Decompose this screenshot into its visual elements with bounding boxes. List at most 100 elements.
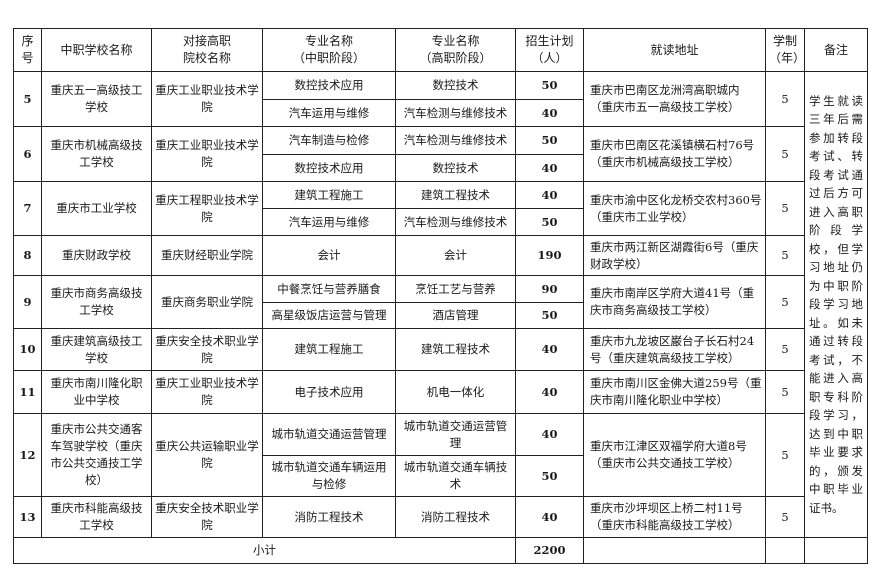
college-name-cell: 重庆商务职业学院 [151, 275, 263, 329]
address-cell: 重庆市两江新区湖霞街6号（重庆财政学校） [583, 235, 766, 276]
major-high-cell: 城市轨道交通车辆技术 [395, 455, 516, 497]
enrollment-plan-cell: 40 [515, 99, 584, 127]
table-row: 13 重庆市科能高级技工学校 重庆安全技术职业学院 消防工程技术 消防工程技术 40 重庆市… [13, 496, 868, 538]
column-header-remark: 备注 [804, 28, 868, 72]
school-name-cell: 重庆市商务高级技工学校 [41, 275, 152, 329]
enrollment-table: 序号中职学校名称 对接高职 院校名称 专业名称 （中职阶段） 专业名称 （高职阶段） 招生计划… [13, 28, 868, 564]
major-mid-cell: 会计 [262, 235, 396, 276]
address-cell: 重庆市巴南区花溪镇横石村76号（重庆市机械高级技工学校） [583, 126, 766, 182]
column-header-address: 就读地址 [583, 28, 766, 72]
major-mid-cell: 建筑工程施工 [262, 328, 396, 371]
enrollment-plan-cell: 40 [515, 154, 584, 182]
years-cell: 5 [765, 370, 805, 414]
subtotal-address-empty [583, 537, 766, 564]
school-name-cell: 重庆建筑高级技工学校 [41, 328, 152, 371]
seq-cell: 12 [13, 413, 42, 497]
college-name-cell: 重庆工业职业技术学院 [151, 71, 263, 127]
table-row: 汽车运用与维修 汽车检测与维修技术 40 [14, 99, 868, 127]
enrollment-plan-cell: 40 [515, 413, 584, 456]
seq-cell: 9 [13, 275, 42, 329]
seq-cell: 8 [13, 235, 42, 276]
table-row: 10 重庆建筑高级技工学校 重庆安全技术职业学院 建筑工程施工 建筑工程技术 40 重庆市九… [13, 328, 868, 371]
table-row: 5 重庆五一高级技工学校 重庆工业职业技术学院 数控技术应用 数控技术 50 重庆市巴南区龙… [13, 71, 868, 538]
address-cell: 重庆市九龙坡区巌台子长石村24号（重庆建筑高级技工学校） [583, 328, 766, 371]
school-name-cell: 重庆五一高级技工学校 [41, 71, 152, 127]
enrollment-plan-cell: 40 [515, 370, 584, 414]
seq-cell: 5 [13, 71, 42, 127]
subtotal-years-empty [765, 537, 805, 564]
seq-cell: 10 [13, 328, 42, 371]
college-name-cell: 重庆公共运输职业学院 [151, 413, 263, 497]
school-name-cell: 重庆市机械高级技工学校 [41, 126, 152, 182]
seq-cell: 7 [13, 181, 42, 236]
school-name-cell: 重庆财政学校 [41, 235, 152, 276]
table-row: 城市轨道交通车辆运用与检修 城市轨道交通车辆技术 50 [14, 455, 868, 497]
address-cell: 重庆市南岸区学府大道41号（重庆市商务高级技工学校） [583, 275, 766, 329]
major-mid-cell: 汽车运用与维修 [262, 99, 396, 127]
seq-cell: 13 [13, 496, 42, 538]
years-cell: 5 [765, 235, 805, 276]
major-high-cell: 建筑工程技术 [395, 181, 516, 209]
table-row: 11 重庆市南川隆化职业中学校 重庆工业职业技术学院 电子技术应用 机电一体化 40 重庆市… [13, 370, 868, 414]
major-mid-cell: 汽车运用与维修 [262, 208, 396, 236]
major-high-cell: 烹饪工艺与营养 [395, 275, 516, 303]
enrollment-plan-cell: 50 [515, 208, 584, 236]
table-row: 汽车运用与维修 汽车检测与维修技术 50 [14, 208, 868, 236]
enrollment-plan-cell: 40 [515, 496, 584, 538]
subtotal-row: 小计 2200 [13, 537, 868, 564]
major-mid-cell: 汽车制造与检修 [262, 126, 396, 155]
address-cell: 重庆市渝中区化龙桥交农村360号（重庆市工业学校） [583, 181, 766, 236]
seq-cell: 11 [13, 370, 42, 414]
college-name-cell: 重庆财经职业学院 [151, 235, 263, 276]
column-header-major-mid: 专业名称 （中职阶段） [262, 28, 396, 72]
table-row: 6 重庆市机械高级技工学校 重庆工业职业技术学院 汽车制造与检修 汽车检测与维修技术 50… [13, 126, 868, 182]
header-row: 序号中职学校名称 对接高职 院校名称 专业名称 （中职阶段） 专业名称 （高职阶段） 招生计划… [13, 28, 868, 72]
school-name-cell: 重庆市科能高级技工学校 [41, 496, 152, 538]
enrollment-plan-cell: 40 [515, 181, 584, 209]
column-header-enrollment-plan: 招生计划 （人） [515, 28, 584, 72]
school-name-cell: 重庆市南川隆化职业中学校 [41, 370, 152, 414]
college-name-cell: 重庆工业职业技术学院 [151, 126, 263, 182]
address-cell: 重庆市巴南区龙洲湾高职城内（重庆市五一高级技工学校） [583, 71, 766, 127]
years-cell: 5 [765, 496, 805, 538]
enrollment-plan-cell: 50 [515, 302, 584, 329]
subtotal-label: 小计 [13, 537, 516, 564]
years-cell: 5 [765, 275, 805, 329]
major-high-cell: 汽车检测与维修技术 [395, 208, 516, 236]
enrollment-plan-cell: 50 [515, 455, 584, 497]
years-cell: 5 [765, 126, 805, 182]
major-mid-cell: 城市轨道交通车辆运用与检修 [262, 455, 396, 497]
major-high-cell: 城市轨道交通运营管理 [395, 413, 516, 456]
address-cell: 重庆市南川区金佛大道259号（重庆市南川隆化职业中学校） [583, 370, 766, 414]
column-header-college-name: 对接高职 院校名称 [151, 28, 263, 72]
major-high-cell: 消防工程技术 [395, 496, 516, 538]
college-name-cell: 重庆安全技术职业学院 [151, 496, 263, 538]
years-cell: 5 [765, 413, 805, 497]
major-mid-cell: 中餐烹饪与营养膳食 [262, 275, 396, 303]
column-header-school-name: 中职学校名称 [41, 28, 152, 72]
major-mid-cell: 数控技术应用 [262, 71, 396, 100]
college-name-cell: 重庆安全技术职业学院 [151, 328, 263, 371]
major-mid-cell: 电子技术应用 [262, 370, 396, 414]
enrollment-plan-cell: 50 [515, 126, 584, 155]
table-row: 12 重庆市公共交通客车驾驶学校（重庆市公共交通技工学校） 重庆公共运输职业学院 城市… [13, 413, 868, 497]
major-high-cell: 数控技术 [395, 71, 516, 100]
table-row: 7 重庆市工业学校 重庆工程职业技术学院 建筑工程施工 建筑工程技术 40 重庆市渝中区化龙… [13, 181, 868, 236]
college-name-cell: 重庆工业职业技术学院 [151, 370, 263, 414]
column-header-major-high: 专业名称 （高职阶段） [395, 28, 516, 72]
major-high-cell: 汽车检测与维修技术 [395, 126, 516, 155]
years-cell: 5 [765, 181, 805, 236]
years-cell: 5 [765, 328, 805, 371]
column-header-seq: 序号 [13, 28, 42, 72]
column-header-years: 学制 （年） [765, 28, 805, 72]
major-high-cell: 建筑工程技术 [395, 328, 516, 371]
table-row: 高星级饭店运营与管理 酒店管理 50 [14, 302, 868, 329]
seq-cell: 6 [13, 126, 42, 182]
enrollment-plan-cell: 40 [515, 328, 584, 371]
school-name-cell: 重庆市公共交通客车驾驶学校（重庆市公共交通技工学校） [41, 413, 152, 497]
address-cell: 重庆市沙坪坝区上桥二村11号（重庆市科能高级技工学校） [583, 496, 766, 538]
table-row: 数控技术应用 数控技术 40 [14, 154, 868, 182]
subtotal-plan: 2200 [515, 537, 584, 564]
years-cell: 5 [765, 71, 805, 127]
major-high-cell: 酒店管理 [395, 302, 516, 329]
